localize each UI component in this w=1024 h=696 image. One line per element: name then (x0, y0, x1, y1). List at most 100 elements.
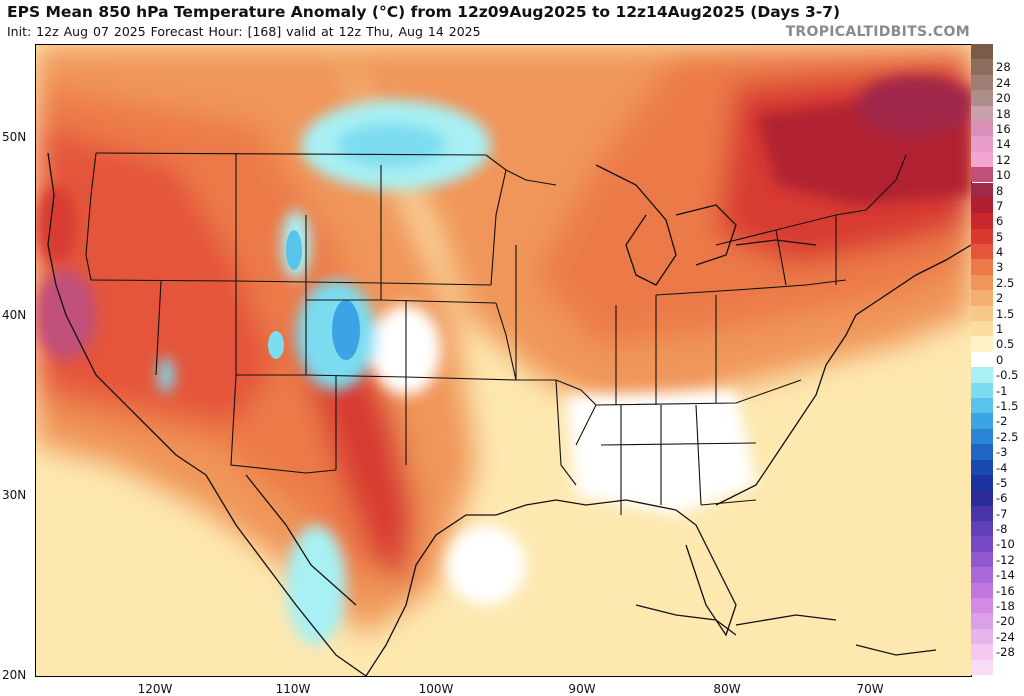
legend-swatch (971, 228, 993, 245)
legend-swatch (971, 598, 993, 614)
legend-label: 10 (996, 168, 1011, 183)
legend-swatch (971, 397, 993, 414)
legend-label: 2 (996, 291, 1004, 306)
legend-label: 12 (996, 152, 1011, 167)
legend-entry: 24 (971, 74, 1024, 91)
anomaly-field-broad (36, 45, 971, 635)
legend-label: -5 (996, 475, 1008, 490)
legend-swatch (971, 490, 993, 506)
legend-label: 0.5 (996, 337, 1015, 352)
legend-entry: 8 (971, 182, 1024, 198)
legend-swatch (971, 290, 993, 306)
legend-entry: 18 (971, 105, 1024, 121)
legend-label: 6 (996, 214, 1004, 229)
legend-entry: -6 (971, 490, 1024, 506)
legend-label: 7 (996, 198, 1004, 213)
legend-entry: 12 (971, 151, 1024, 168)
legend-label: -3 (996, 445, 1008, 460)
legend-entry: 16 (971, 120, 1024, 137)
legend-label: -18 (996, 599, 1015, 614)
legend-swatch (971, 59, 993, 75)
legend-entry: -1 (971, 382, 1024, 398)
legend-entry: 14 (971, 136, 1024, 152)
lat-label-50n: 50N (2, 130, 27, 144)
legend-swatch (971, 521, 993, 537)
legend-entry: -2.5 (971, 428, 1024, 445)
legend-label: 18 (996, 106, 1011, 121)
legend-swatch (971, 274, 993, 291)
anomaly-field-detail (36, 75, 971, 645)
legend-label: -2 (996, 414, 1008, 429)
legend-label: 14 (996, 137, 1011, 152)
anomaly-map (35, 44, 972, 677)
legend-entry: -7 (971, 505, 1024, 522)
coastlines (47, 152, 971, 676)
source-brand: TROPICALTIDBITS.COM (785, 24, 970, 40)
legend-swatch (971, 505, 993, 522)
legend-swatch (971, 182, 993, 198)
legend-entry: -24 (971, 628, 1024, 645)
legend-swatch (971, 567, 993, 583)
legend-entry: -1.5 (971, 397, 1024, 414)
legend-swatch (971, 321, 993, 337)
chart-title: EPS Mean 850 hPa Temperature Anomaly (°C… (7, 3, 841, 21)
legend-entry: 1.5 (971, 305, 1024, 321)
legend-swatch (971, 428, 993, 445)
legend-swatch (971, 105, 993, 121)
legend-swatch (971, 644, 993, 660)
legend-label: -12 (996, 552, 1015, 567)
legend-label: 20 (996, 91, 1011, 106)
legend-label: 4 (996, 245, 1004, 260)
legend-swatch (971, 74, 993, 91)
legend-entry: 28 (971, 59, 1024, 75)
legend-entry: -10 (971, 536, 1024, 552)
legend-label: -4 (996, 460, 1008, 475)
legend-swatch (971, 305, 993, 321)
legend-entry (971, 659, 1024, 675)
lat-label-30n: 30N (2, 488, 27, 502)
legend-swatch (971, 382, 993, 398)
init-info: Init: 12z Aug 07 2025 Forecast Hour: [16… (7, 24, 481, 39)
legend-entry (971, 44, 1024, 60)
legend-label: -24 (996, 629, 1015, 644)
legend-label: -8 (996, 522, 1008, 537)
legend-label: -0.5 (996, 368, 1019, 383)
legend-label: 24 (996, 75, 1011, 90)
legend-label: -14 (996, 568, 1015, 583)
legend-entry: 2.5 (971, 274, 1024, 291)
legend-label: 5 (996, 229, 1004, 244)
legend-label: -28 (996, 645, 1015, 660)
legend-swatch (971, 351, 993, 368)
lat-label-20n: 20N (2, 668, 27, 682)
legend-entry: 5 (971, 228, 1024, 245)
legend-swatch (971, 336, 993, 352)
legend-label: 8 (996, 183, 1004, 198)
legend-label: 2.5 (996, 275, 1015, 290)
legend-entry: -18 (971, 598, 1024, 614)
legend-swatch (971, 536, 993, 552)
legend-swatch (971, 582, 993, 599)
legend-swatch (971, 413, 993, 429)
legend-label: -7 (996, 506, 1008, 521)
legend-entry: -8 (971, 521, 1024, 537)
legend-label: 1 (996, 322, 1004, 337)
legend-entry: 10 (971, 167, 1024, 183)
legend-entry: 0 (971, 351, 1024, 368)
legend-entry: -2 (971, 413, 1024, 429)
legend-entry: -16 (971, 582, 1024, 599)
legend-label: 1.5 (996, 306, 1015, 321)
legend-label: 3 (996, 260, 1004, 275)
legend-swatch (971, 90, 993, 106)
lon-label-70w: 70W (856, 682, 884, 696)
legend-entry: 0.5 (971, 336, 1024, 352)
legend-entry: 4 (971, 244, 1024, 260)
legend-swatch (971, 120, 993, 137)
lon-label-120w: 120W (137, 682, 173, 696)
legend-label: 28 (996, 60, 1011, 75)
legend-entry: -5 (971, 474, 1024, 491)
legend-entry: -20 (971, 613, 1024, 629)
legend-swatch (971, 628, 993, 645)
lon-label-100w: 100W (418, 682, 454, 696)
legend-entry: -14 (971, 567, 1024, 583)
legend-label: -1 (996, 383, 1008, 398)
